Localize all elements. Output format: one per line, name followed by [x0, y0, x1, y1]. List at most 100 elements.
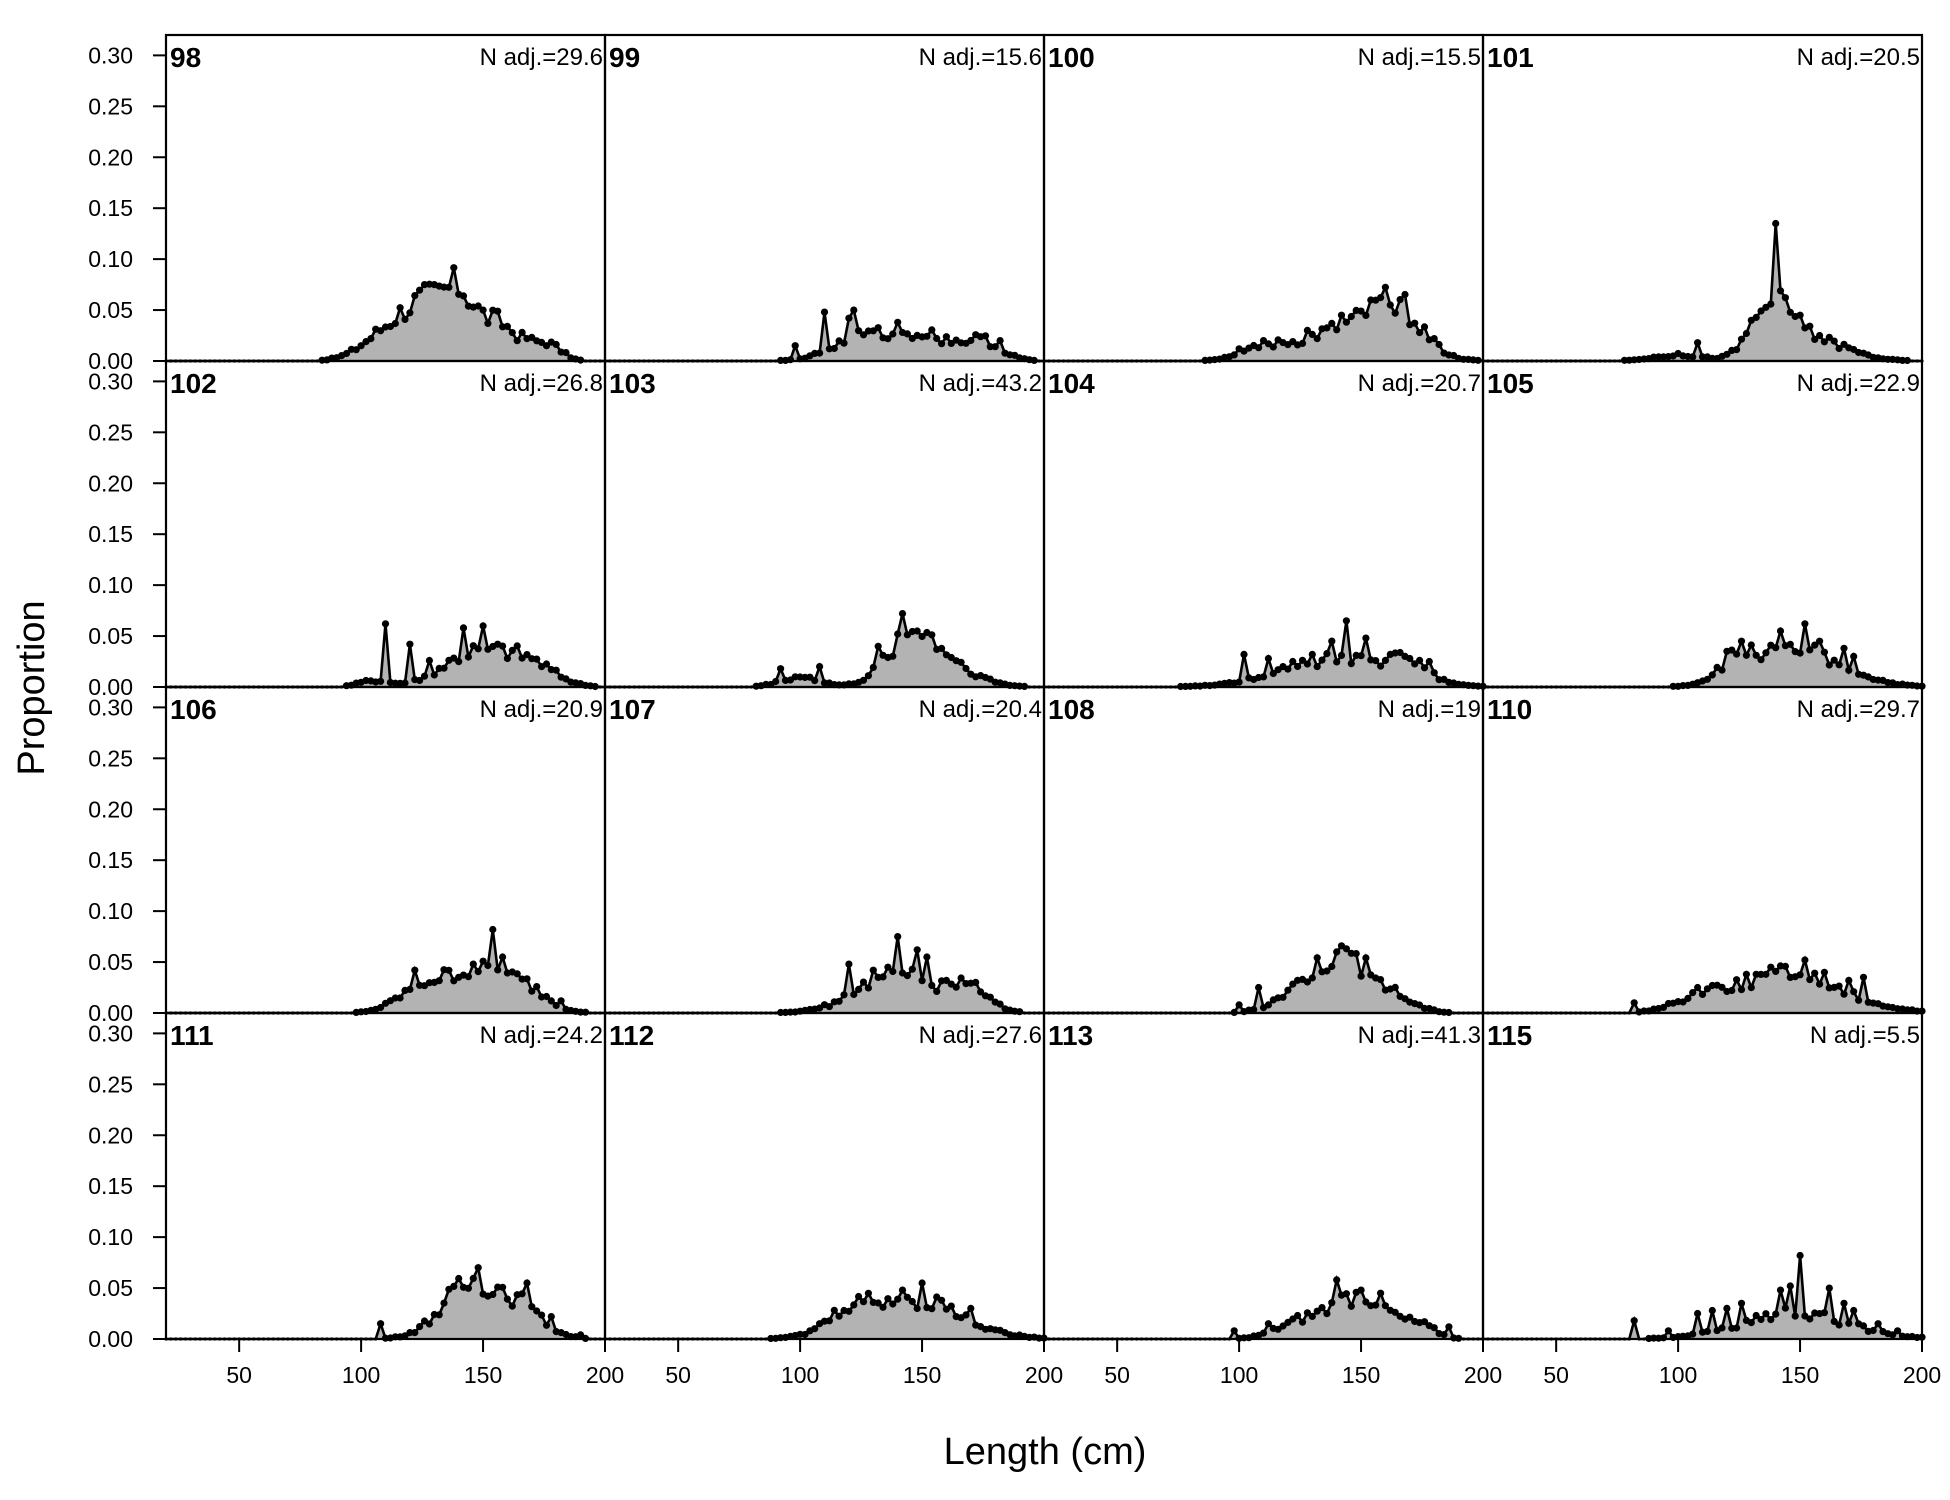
- data-point: [942, 976, 951, 985]
- data-point: [494, 966, 502, 974]
- data-point: [523, 651, 531, 659]
- data-point: [1279, 993, 1287, 1001]
- data-point: [879, 1303, 887, 1311]
- data-point: [928, 981, 936, 990]
- data-point: [864, 1289, 873, 1297]
- data-point: [835, 997, 843, 1005]
- data-point: [411, 292, 419, 300]
- panel-grid: 98 N adj.=29.6 102 N adj.=26.8 106 N adj.=20.…: [164, 33, 1926, 1343]
- data-point: [401, 315, 409, 323]
- panel-110: 110 N adj.=29.7: [1481, 685, 1926, 1016]
- data-point: [1840, 1299, 1848, 1307]
- x-tick-label: 150: [1781, 1362, 1819, 1388]
- data-point: [1289, 657, 1297, 666]
- y-tick-label: 0.15: [88, 1173, 133, 1199]
- panel-105-label: 105: [1487, 368, 1534, 399]
- data-point: [923, 953, 931, 961]
- data-point: [1377, 1289, 1385, 1297]
- data-point: [445, 966, 453, 974]
- y-tick-label: 0.10: [88, 246, 133, 272]
- data-point: [845, 960, 853, 968]
- data-point: [1694, 983, 1702, 992]
- data-point: [1733, 976, 1741, 984]
- y-tick-label: 0.05: [88, 1275, 133, 1301]
- data-point: [1386, 301, 1394, 309]
- data-point: [508, 329, 516, 337]
- data-point: [1767, 963, 1775, 971]
- data-point: [1313, 954, 1321, 962]
- data-point: [1850, 988, 1858, 996]
- data-point: [406, 985, 414, 994]
- y-tick-label: 0.30: [88, 1020, 133, 1046]
- data-point: [1703, 1327, 1711, 1335]
- panel-99-area: [605, 310, 1044, 361]
- y-tick-label: 0.20: [88, 470, 133, 496]
- panel-112-frame: [603, 1011, 1046, 1341]
- data-point: [503, 654, 511, 663]
- panel-100-area: [1044, 287, 1483, 361]
- data-point: [1235, 1001, 1243, 1009]
- data-point: [1806, 976, 1814, 984]
- data-point: [1835, 661, 1843, 669]
- data-point: [1445, 1323, 1453, 1331]
- y-tick-label: 0.25: [88, 419, 133, 445]
- data-point: [552, 1001, 560, 1010]
- data-point: [1694, 1309, 1702, 1318]
- data-point: [1796, 971, 1804, 979]
- data-point: [1752, 1311, 1760, 1320]
- data-point: [1762, 970, 1770, 978]
- data-point: [1859, 1322, 1868, 1330]
- data-point: [1723, 350, 1731, 358]
- data-point: [1420, 664, 1429, 672]
- data-point: [474, 645, 482, 653]
- data-point: [791, 342, 799, 350]
- data-point: [967, 336, 975, 345]
- data-point: [1333, 948, 1341, 956]
- data-point: [1240, 650, 1248, 659]
- panel-108-area: [1044, 945, 1483, 1013]
- data-point: [1718, 983, 1726, 991]
- data-point: [1362, 954, 1370, 962]
- data-point: [377, 677, 385, 685]
- data-point: [513, 970, 521, 978]
- data-point: [859, 331, 868, 339]
- x-axis: 50 100 150 200 50 100 150 200 50 100 150 200 50 100 15…: [226, 1339, 1941, 1388]
- data-point: [816, 663, 824, 671]
- data-point: [1776, 627, 1785, 635]
- data-point: [1420, 323, 1429, 331]
- panel-106-nadj: N adj.=20.9: [480, 696, 603, 723]
- y-tick-label: 0.10: [88, 572, 133, 598]
- data-point: [455, 1274, 463, 1283]
- data-point: [528, 1303, 536, 1311]
- data-point: [435, 1311, 443, 1319]
- data-point: [1323, 324, 1331, 332]
- data-point: [825, 1317, 834, 1325]
- data-point: [342, 349, 351, 358]
- panel-103-frame: [603, 359, 1046, 689]
- data-point: [1391, 1308, 1399, 1316]
- data-point: [1430, 669, 1438, 677]
- data-point: [1396, 296, 1404, 304]
- data-point: [913, 946, 921, 954]
- data-point: [411, 966, 419, 974]
- data-point: [928, 326, 936, 334]
- data-point: [1425, 657, 1433, 666]
- data-point: [1684, 994, 1692, 1003]
- data-point: [825, 1003, 834, 1011]
- data-point: [1723, 1304, 1731, 1312]
- data-point: [864, 984, 873, 992]
- data-point: [518, 328, 526, 336]
- panel-107-frame: [603, 685, 1046, 1015]
- data-point: [811, 1325, 819, 1333]
- data-point: [1362, 634, 1370, 642]
- data-point: [1786, 640, 1794, 648]
- data-point: [894, 318, 902, 326]
- data-point: [928, 631, 936, 639]
- data-point: [1391, 983, 1399, 992]
- panel-101-area: [1483, 223, 1922, 361]
- data-point: [928, 1305, 936, 1313]
- panel-100-frame: [1042, 33, 1485, 363]
- data-point: [1737, 335, 1746, 343]
- panel-105-nadj: N adj.=22.9: [1797, 370, 1920, 397]
- y-tick-label: 0.30: [88, 368, 133, 394]
